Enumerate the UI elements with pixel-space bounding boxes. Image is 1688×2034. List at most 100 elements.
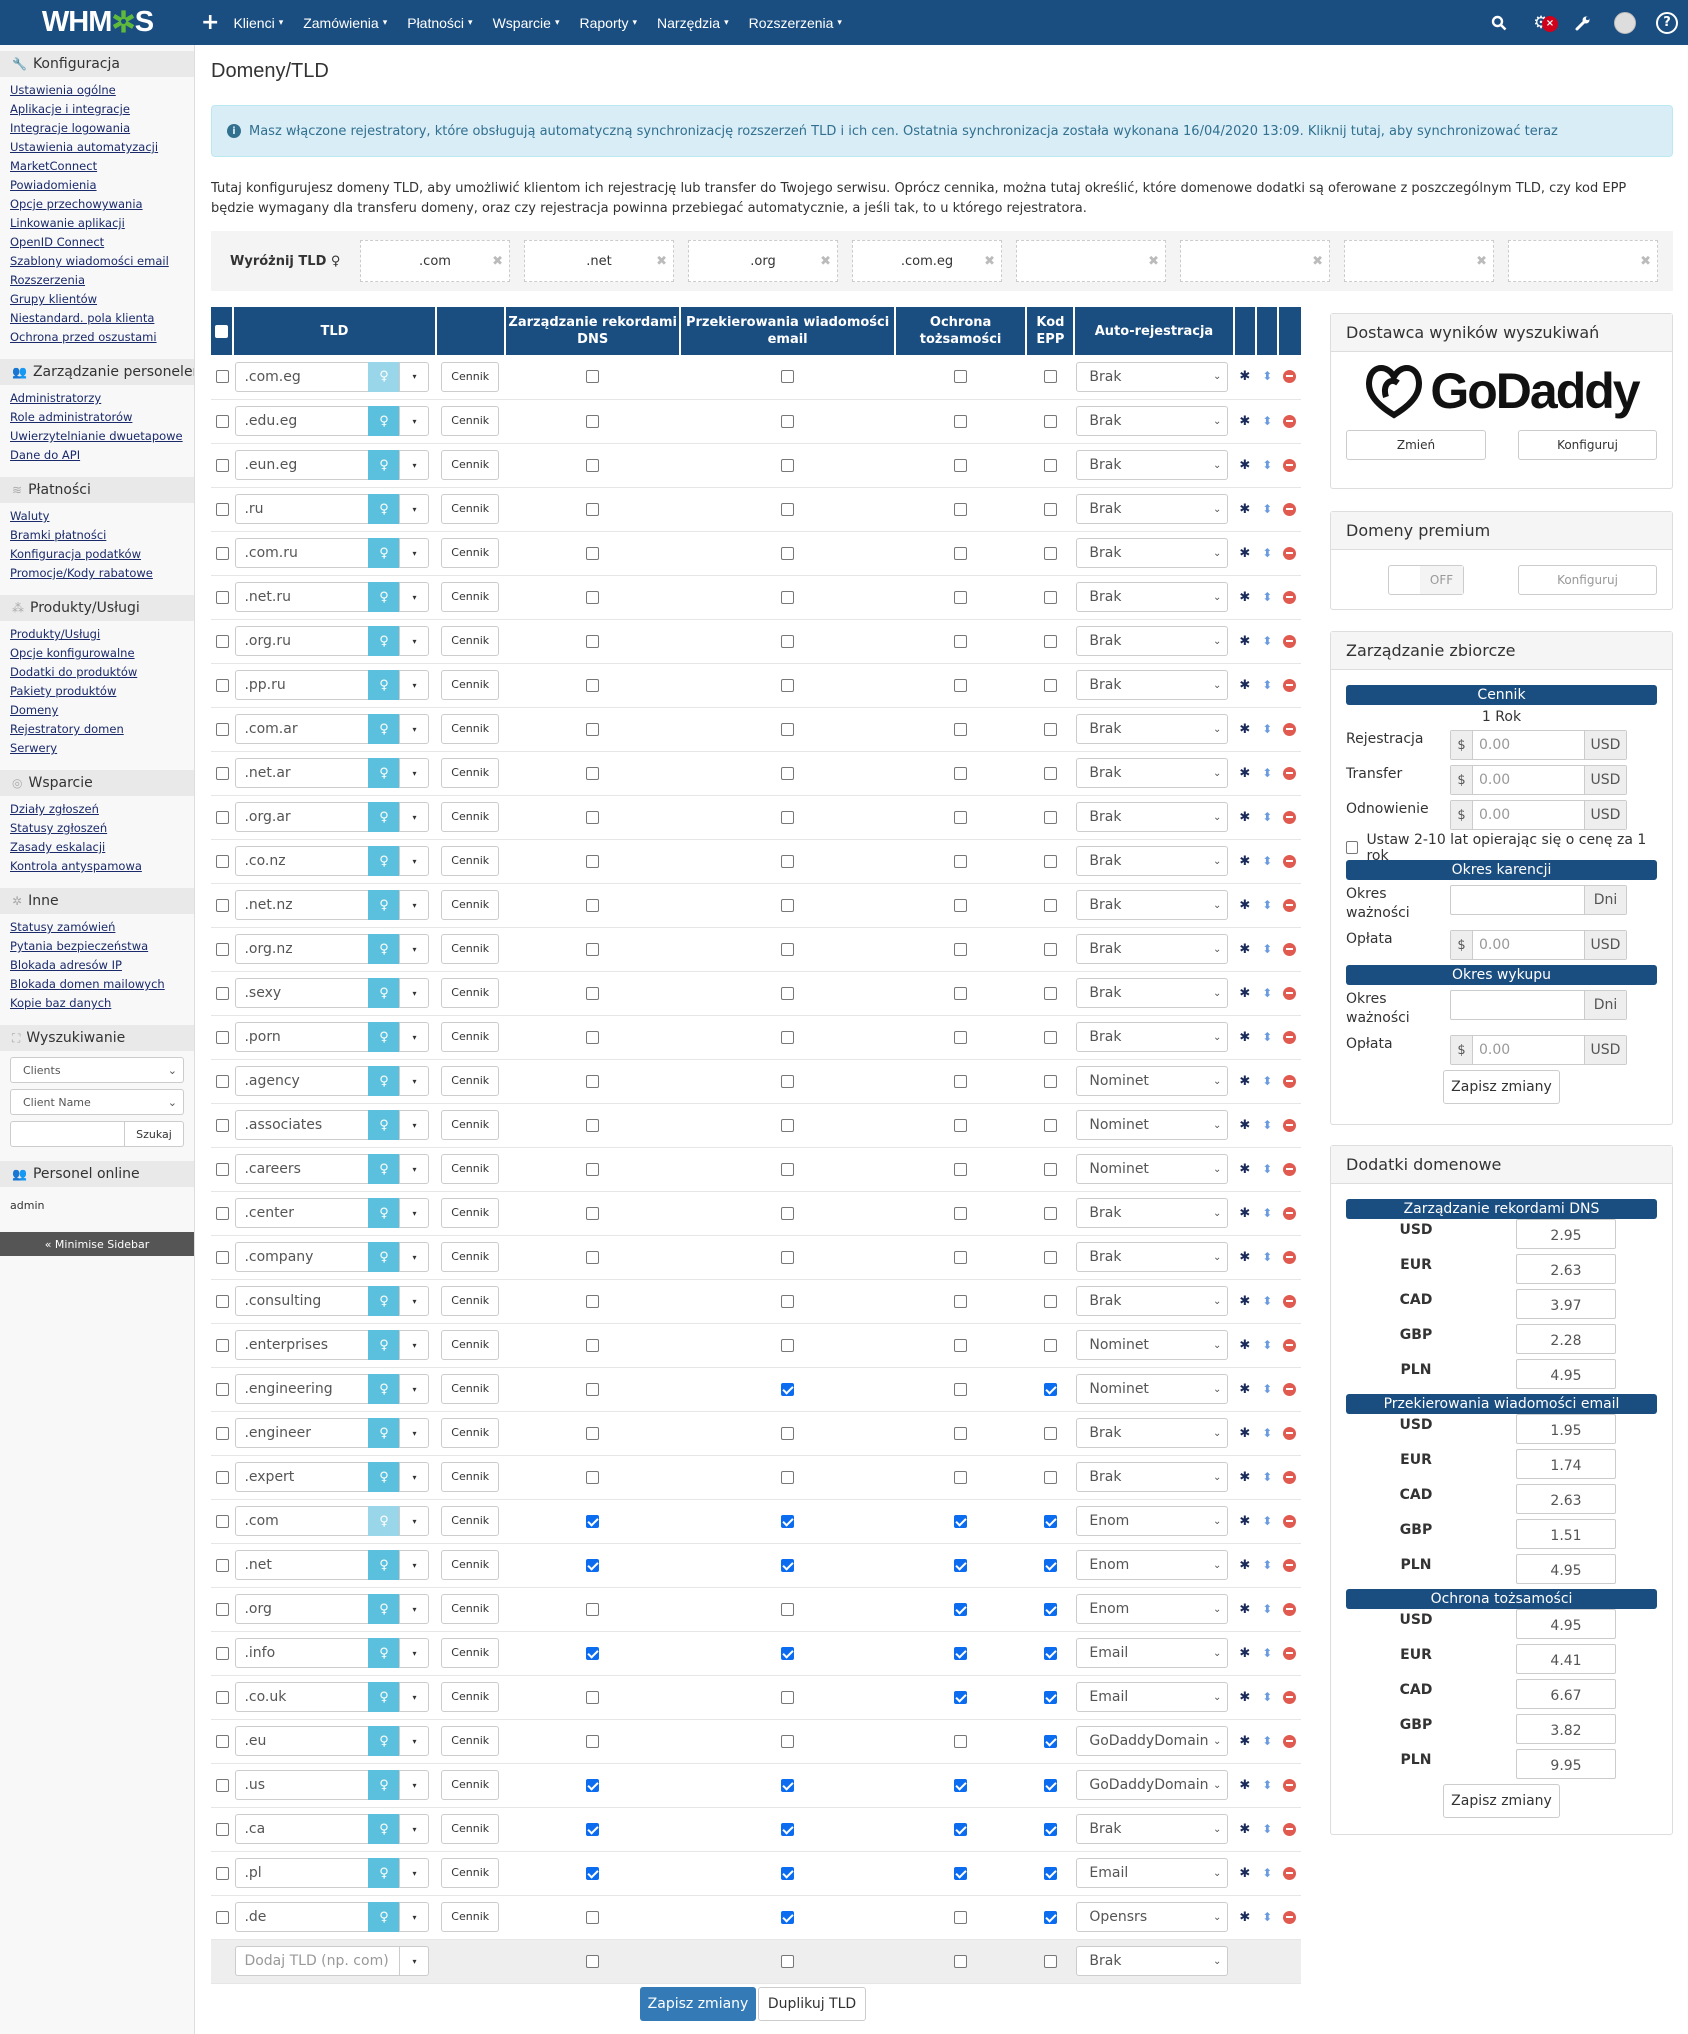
sidebar-link[interactable]: Działy zgłoszeń [10, 802, 99, 816]
featured-bulb-button[interactable]: ♀ [368, 1066, 400, 1096]
minimise-sidebar-button[interactable]: « Minimise Sidebar [0, 1232, 194, 1256]
gear-icon[interactable]: ✱ [1239, 1161, 1251, 1177]
sidebar-link[interactable]: Rejestratory domen [10, 722, 124, 736]
auto-registration-select[interactable]: Brak ⌄ [1076, 406, 1229, 436]
featured-bulb-button[interactable]: ♀ [368, 626, 400, 656]
addon-price-input[interactable]: 4.95 [1516, 1609, 1616, 1639]
delete-icon[interactable] [1283, 810, 1297, 824]
auto-registration-select[interactable]: Brak ⌄ [1076, 1814, 1229, 1844]
pricing-button[interactable]: Cennik [441, 1286, 500, 1316]
sort-icon[interactable]: ⬍ [1262, 1601, 1273, 1616]
row-checkbox[interactable] [215, 1250, 229, 1264]
featured-tld-slot[interactable]: ✖ [1016, 240, 1166, 282]
remove-icon[interactable]: ✖ [1148, 253, 1159, 269]
gear-icon[interactable]: ✱ [1239, 677, 1251, 693]
search-icon[interactable] [1478, 15, 1520, 31]
sidebar-link[interactable]: Ustawienia ogólne [10, 83, 116, 97]
pricing-button[interactable]: Cennik [441, 846, 500, 876]
dns-checkbox[interactable] [586, 810, 600, 824]
dns-checkbox[interactable] [586, 502, 600, 516]
auto-registration-select[interactable]: Enom ⌄ [1076, 1594, 1229, 1624]
tld-input[interactable]: .enterprises [235, 1330, 369, 1360]
gear-icon[interactable]: ✱ [1239, 1337, 1251, 1353]
tld-dropdown-button[interactable]: ▾ [399, 361, 430, 392]
gear-icon[interactable]: ✱ [1239, 1733, 1251, 1749]
addon-price-input[interactable]: 3.97 [1516, 1289, 1616, 1319]
dns-checkbox[interactable] [586, 1118, 600, 1132]
email-checkbox[interactable] [781, 502, 795, 516]
bulk-price-input[interactable]: $0.00 USD [1450, 800, 1627, 830]
gear-icon[interactable]: ✱ [1239, 985, 1251, 1001]
delete-icon[interactable] [1283, 1206, 1297, 1220]
tld-dropdown-button[interactable]: ▾ [399, 1594, 430, 1624]
sort-icon[interactable]: ⬍ [1262, 1821, 1273, 1836]
sort-icon[interactable]: ⬍ [1262, 853, 1273, 868]
featured-bulb-button[interactable]: ♀ [368, 494, 400, 524]
email-checkbox[interactable] [781, 766, 795, 780]
gear-icon[interactable]: ✱ [1239, 897, 1251, 913]
sort-icon[interactable]: ⬍ [1262, 1557, 1273, 1572]
pricing-button[interactable]: Cennik [441, 1110, 500, 1140]
email-checkbox[interactable] [781, 898, 795, 912]
featured-bulb-button[interactable]: ♀ [368, 1814, 400, 1844]
featured-bulb-button[interactable]: ♀ [368, 670, 400, 700]
delete-icon[interactable] [1283, 1162, 1297, 1176]
tld-input[interactable]: .pp.ru [235, 670, 369, 700]
auto-registration-select[interactable]: Brak ⌄ [1076, 538, 1229, 568]
featured-bulb-button[interactable]: ♀ [368, 934, 400, 964]
pricing-button[interactable]: Cennik [441, 1858, 500, 1888]
idp-checkbox[interactable] [954, 766, 968, 780]
featured-bulb-button[interactable]: ♀ [368, 1550, 400, 1580]
idp-checkbox[interactable] [954, 370, 968, 384]
epp-checkbox[interactable] [1043, 1910, 1057, 1924]
auto-registration-select[interactable]: Brak ⌄ [1076, 934, 1229, 964]
nav-3[interactable]: Wsparcie ▾ [492, 14, 560, 31]
sort-icon[interactable]: ⬍ [1262, 413, 1273, 428]
sidebar-link[interactable]: Grupy klientów [10, 292, 98, 306]
auto-registration-select[interactable]: Email ⌄ [1076, 1682, 1229, 1712]
featured-bulb-button[interactable]: ♀ [368, 978, 400, 1008]
featured-tld-slot[interactable]: ✖ [1508, 240, 1658, 282]
featured-bulb-button[interactable]: ♀ [368, 890, 400, 920]
row-checkbox[interactable] [215, 546, 229, 560]
pricing-button[interactable]: Cennik [441, 1198, 500, 1228]
idp-checkbox[interactable] [954, 1382, 968, 1396]
delete-icon[interactable] [1283, 942, 1297, 956]
row-checkbox[interactable] [215, 458, 229, 472]
gear-icon[interactable]: ✱ [1239, 1689, 1251, 1705]
pricing-button[interactable]: Cennik [441, 1462, 500, 1492]
email-checkbox[interactable] [781, 1206, 795, 1220]
tld-input[interactable]: .eun.eg [235, 450, 369, 480]
sidebar-link[interactable]: Zasady eskalacji [10, 840, 106, 854]
tld-dropdown-button[interactable]: ▾ [399, 934, 430, 964]
featured-bulb-button[interactable]: ♀ [368, 1770, 400, 1800]
gear-icon[interactable]: ✱ [1239, 589, 1251, 605]
gear-icon[interactable]: ✱ [1239, 1777, 1251, 1793]
dns-checkbox[interactable] [586, 1470, 600, 1484]
tld-dropdown-button[interactable]: ▾ [399, 626, 430, 656]
row-checkbox[interactable] [215, 1734, 229, 1748]
featured-tld-slot[interactable]: .org ✖ [688, 240, 838, 282]
epp-checkbox[interactable] [1043, 986, 1057, 1000]
delete-icon[interactable] [1283, 1778, 1297, 1792]
sort-icon[interactable]: ⬍ [1262, 1689, 1273, 1704]
dns-checkbox[interactable] [586, 1646, 600, 1660]
nav-2[interactable]: Płatności ▾ [407, 14, 473, 31]
auto-registration-select[interactable]: Brak ⌄ [1076, 582, 1229, 612]
premium-toggle[interactable]: OFF [1388, 565, 1464, 595]
sidebar-link[interactable]: Waluty [10, 509, 50, 523]
epp-checkbox[interactable] [1043, 1822, 1057, 1836]
auto-registration-select[interactable]: Brak ⌄ [1076, 846, 1229, 876]
tld-dropdown-button[interactable]: ▾ [399, 1374, 430, 1404]
pricing-button[interactable]: Cennik [441, 1022, 500, 1052]
epp-checkbox[interactable] [1043, 1602, 1057, 1616]
row-checkbox[interactable] [215, 1690, 229, 1704]
sidebar-link[interactable]: Ochrona przed oszustami [10, 330, 157, 344]
row-checkbox[interactable] [215, 986, 229, 1000]
idp-checkbox[interactable] [954, 1030, 968, 1044]
bulk-price-input[interactable]: $0.00 USD [1450, 730, 1627, 760]
tld-input[interactable]: .net [235, 1550, 369, 1580]
multi-year-checkbox[interactable] [1346, 841, 1359, 854]
featured-bulb-button[interactable]: ♀ [368, 582, 400, 612]
row-checkbox[interactable] [215, 766, 229, 780]
